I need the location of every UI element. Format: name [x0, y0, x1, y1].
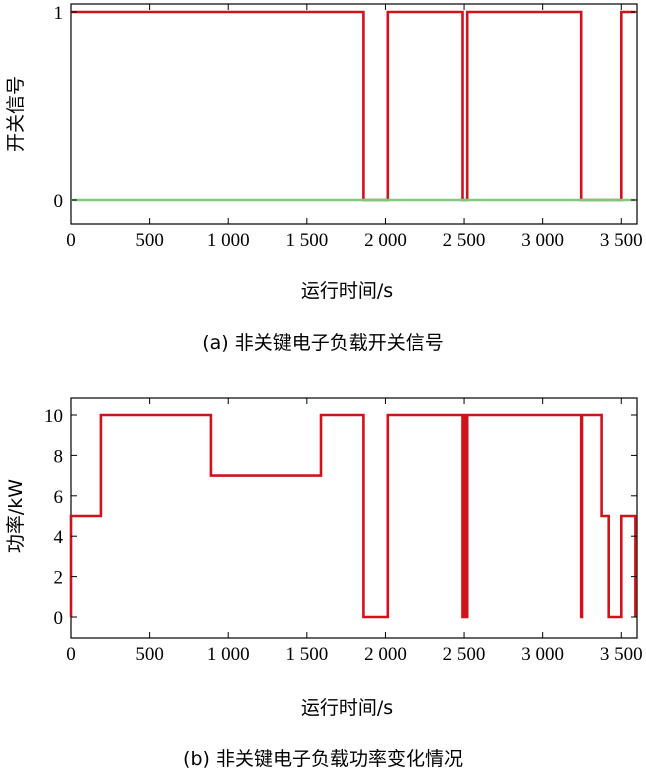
series-layer [71, 10, 636, 202]
y-axis: 01 [54, 3, 637, 212]
x-tick-label: 0 [66, 230, 76, 251]
chart-b: 0 500 1 000 1 500 2 000 2 500 3 000 3 500 0 2 4 6 8… [5, 397, 643, 770]
x-tick-label: 500 [135, 644, 164, 665]
y-tick-label: 0 [54, 191, 64, 212]
x-tick-label: 2 500 [443, 230, 486, 251]
y-tick-label: 2 [54, 568, 64, 589]
x-axis: 0 500 1 000 1 500 2 000 2 500 3 000 3 500 [66, 4, 643, 251]
y-tick-label: 10 [44, 406, 63, 427]
x-tick-label: 500 [135, 230, 164, 251]
x-axis-label: 运行时间/s [301, 280, 393, 302]
y-axis-label: 开关信号 [5, 76, 27, 152]
x-tick-label: 2 000 [364, 644, 407, 665]
x-tick-label: 1 000 [207, 644, 250, 665]
x-tick-label: 2 000 [364, 230, 407, 251]
x-tick-label: 3 000 [521, 644, 564, 665]
x-axis-label: 运行时间/s [301, 697, 393, 719]
x-axis: 0 500 1 000 1 500 2 000 2 500 3 000 3 500 [66, 398, 643, 665]
x-tick-label: 0 [66, 644, 76, 665]
x-tick-label: 3 000 [521, 230, 564, 251]
y-tick-label: 0 [54, 608, 64, 629]
series-line-0 [69, 413, 637, 619]
x-tick-label: 2 500 [443, 644, 486, 665]
y-tick-label: 4 [54, 527, 64, 548]
plot-frame [70, 3, 638, 225]
chart-a: 0 500 1 000 1 500 2 000 2 500 3 000 3 500 01 运行… [5, 3, 643, 354]
series-layer [69, 413, 637, 619]
y-axis-label: 功率/kW [5, 479, 27, 553]
x-tick-label: 3 500 [600, 230, 643, 251]
chart-caption: (b) 非关键电子负载功率变化情况 [183, 748, 463, 770]
y-axis: 0 2 4 6 8 10 [44, 406, 637, 629]
plot-frame [70, 397, 638, 639]
x-tick-label: 1 000 [207, 230, 250, 251]
y-tick-label: 8 [54, 446, 64, 467]
y-tick-label: 1 [54, 3, 64, 24]
series-line-0 [71, 10, 636, 202]
chart-caption: (a) 非关键电子负载开关信号 [202, 332, 444, 354]
y-tick-label: 6 [54, 487, 64, 508]
x-tick-label: 1 500 [285, 230, 328, 251]
x-tick-label: 3 500 [600, 644, 643, 665]
x-tick-label: 1 500 [285, 644, 328, 665]
